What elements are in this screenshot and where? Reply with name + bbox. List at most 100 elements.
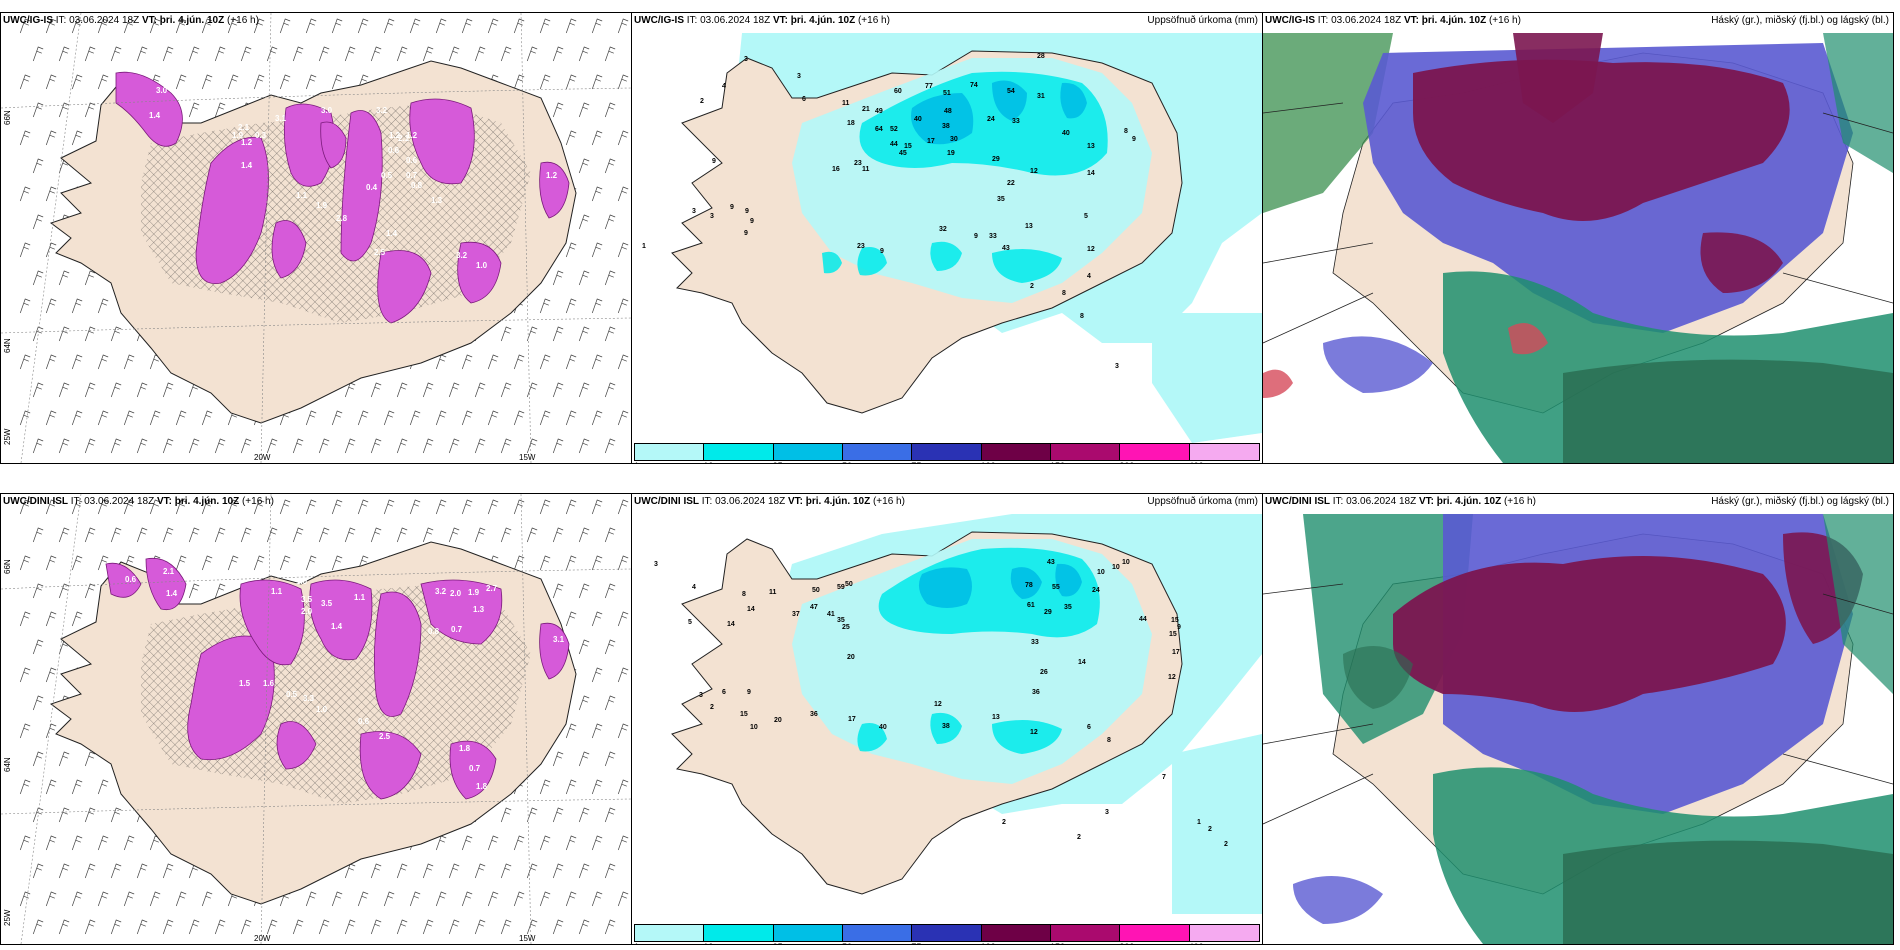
value-label: 1.3 — [431, 196, 443, 205]
wind-barb — [58, 863, 70, 879]
wind-barb — [162, 438, 174, 454]
wind-barb — [370, 863, 382, 879]
wind-barb — [175, 410, 187, 426]
wind-barb — [149, 499, 161, 515]
wind-barb — [136, 863, 148, 879]
wind-barb — [448, 382, 460, 398]
lon-25-label: 25W — [3, 428, 12, 445]
wind-barb — [71, 611, 83, 627]
value-label: 35 — [837, 617, 845, 624]
value-label: 78 — [1025, 582, 1033, 589]
wind-barb — [84, 102, 96, 118]
wind-barb — [409, 499, 421, 515]
wind-barb — [617, 611, 629, 627]
wind-barb — [123, 891, 135, 907]
wind-barb — [604, 527, 616, 543]
wind-barb — [474, 438, 486, 454]
panel-ig-precip: UWC/IG-IS IT: 03.06.2024 18Z VT: þri. 4.… — [631, 12, 1263, 464]
map-dini-wind: 0.62.11.4 1.61.11.02.03.5 3.51.41.13.2 2.0 1… — [1, 494, 631, 944]
value-label: 10 — [1112, 564, 1120, 571]
wind-barb — [19, 555, 31, 571]
value-label: 1.4 — [241, 161, 253, 170]
panel-title: UWC/IG-IS IT: 03.06.2024 18Z VT: þri. 4.… — [3, 15, 259, 26]
wind-barb — [370, 527, 382, 543]
wind-barb — [591, 410, 603, 426]
panel-title: UWC/DINI ISL IT: 03.06.2024 18Z VT: þri.… — [1265, 496, 1536, 507]
wind-barb — [448, 919, 460, 935]
legend-label: 50 — [842, 461, 852, 463]
value-label: 36 — [810, 711, 818, 718]
wind-barb — [604, 326, 616, 342]
wind-barb — [617, 723, 629, 739]
wind-barb — [110, 863, 122, 879]
legend-label: 10 — [703, 461, 713, 463]
value-label: 2.1 — [238, 123, 250, 132]
value-label: 1.0 — [476, 261, 488, 270]
wind-barb — [565, 298, 577, 314]
wind-barb — [123, 499, 135, 515]
wind-barb — [435, 499, 447, 515]
wind-barb — [123, 835, 135, 851]
wind-barb — [591, 891, 603, 907]
value-label: 3 — [699, 692, 703, 699]
value-label: 9 — [747, 689, 751, 696]
wind-barb — [435, 835, 447, 851]
value-label: 1.4 — [166, 589, 178, 598]
wind-barb — [409, 18, 421, 34]
wind-barb — [552, 863, 564, 879]
legend-label: 150 — [1050, 942, 1065, 944]
wind-barb — [565, 130, 577, 146]
legend-label: 1 — [634, 942, 639, 944]
legend-swatch — [635, 444, 705, 460]
wind-barb — [552, 527, 564, 543]
wind-barb — [422, 46, 434, 62]
wind-barb — [175, 555, 187, 571]
panel-dini-cloud: UWC/DINI ISL IT: 03.06.2024 18Z VT: þri.… — [1262, 493, 1894, 945]
wind-barb — [474, 382, 486, 398]
value-label: 0.5 — [286, 690, 298, 699]
wind-barb — [565, 779, 577, 795]
wind-barb — [45, 74, 57, 90]
value-label: 2.1 — [163, 567, 175, 576]
value-label: 3.0 — [156, 86, 168, 95]
wind-barb — [19, 74, 31, 90]
wind-barb — [578, 695, 590, 711]
map-ig-cloud — [1263, 13, 1893, 463]
wind-barb — [487, 891, 499, 907]
wind-barb — [513, 555, 525, 571]
wind-barb — [149, 410, 161, 426]
wind-barb — [539, 499, 551, 515]
wind-barb — [201, 74, 213, 90]
value-label: 9 — [1132, 136, 1136, 143]
legend-swatch — [1120, 444, 1190, 460]
wind-barb — [110, 527, 122, 543]
value-label: 48 — [944, 108, 952, 115]
wind-barb — [370, 919, 382, 935]
wind-barb — [266, 527, 278, 543]
wind-barb — [539, 555, 551, 571]
wind-barb — [617, 555, 629, 571]
wind-barb — [71, 354, 83, 370]
lat-64-label: 64N — [3, 338, 12, 353]
legend-swatch — [773, 925, 843, 941]
wind-barb — [578, 527, 590, 543]
value-label: 12 — [1030, 729, 1038, 736]
legend-swatch — [704, 444, 774, 460]
wind-barb — [383, 410, 395, 426]
wind-barb — [383, 499, 395, 515]
value-label: 74 — [970, 82, 978, 89]
value-label: 2.0 — [450, 589, 462, 598]
wind-barb — [84, 807, 96, 823]
wind-barb — [58, 438, 70, 454]
value-label: 13 — [1087, 143, 1095, 150]
value-label: 0.8 — [411, 181, 423, 190]
wind-barb — [110, 326, 122, 342]
wind-barb — [58, 270, 70, 286]
value-label: 13 — [1025, 223, 1033, 230]
value-label: 1.9 — [468, 588, 480, 597]
wind-barb — [71, 18, 83, 34]
wind-barb — [370, 46, 382, 62]
value-label: 9 — [880, 248, 884, 255]
wind-barb — [97, 499, 109, 515]
